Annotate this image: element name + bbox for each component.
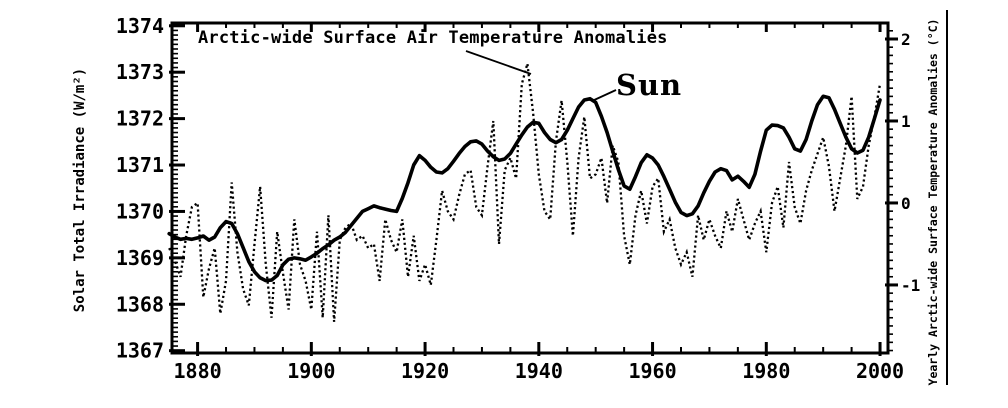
left-tick-label: 1374 [116, 14, 164, 38]
title-leader-line [465, 50, 532, 75]
left-tick-label: 1373 [116, 60, 164, 84]
plot-border [170, 21, 890, 355]
right-tick-label: 2 [901, 30, 911, 49]
x-tick-label: 1900 [287, 359, 335, 383]
temperature-anomaly-series [168, 63, 882, 322]
right-tick-label: 1 [901, 112, 911, 131]
right-tick-label: -1 [901, 276, 920, 295]
x-tick-label: 1980 [742, 359, 790, 383]
sun-leader-line [591, 89, 617, 102]
x-tick-label: 1920 [401, 359, 449, 383]
right-axis-title: Yearly Arctic-wide Surface Temperature A… [926, 18, 940, 386]
x-tick-label: 1960 [628, 359, 676, 383]
x-tick-label: 2000 [856, 359, 904, 383]
left-tick-label: 1368 [116, 292, 164, 316]
x-tick-label: 1940 [515, 359, 563, 383]
right-tick-label: 0 [901, 194, 911, 213]
x-tick-label: 1880 [174, 359, 222, 383]
chart-title: Arctic-wide Surface Air Temperature Anom… [198, 28, 668, 48]
solar-irradiance-series [167, 94, 882, 283]
left-axis-title: Solar Total Irradiance (W/m²) [72, 67, 88, 313]
left-tick-label: 1372 [116, 107, 164, 131]
left-tick-label: 1371 [116, 153, 164, 177]
left-tick-label: 1369 [116, 246, 164, 270]
left-tick-label: 1370 [116, 199, 164, 223]
sun-series-label: Sun [616, 68, 683, 102]
left-tick-label: 1367 [116, 339, 164, 363]
